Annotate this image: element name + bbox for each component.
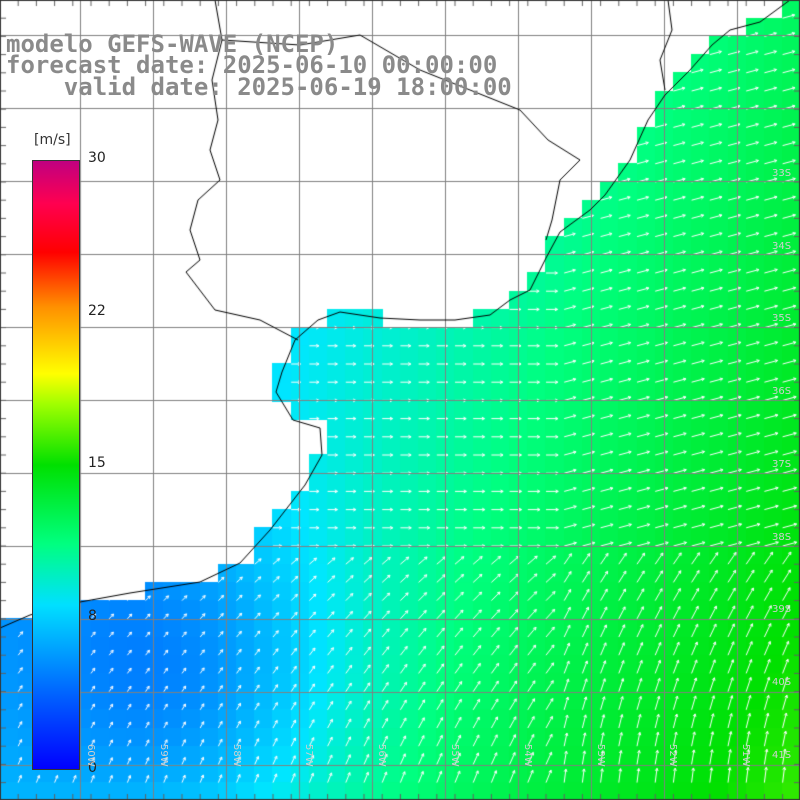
colorbar-units: [m/s] xyxy=(34,132,71,148)
lon-label: 53W xyxy=(595,744,606,767)
lon-label: 59W xyxy=(158,744,169,767)
lat-label: 39S xyxy=(772,604,792,615)
lon-label: 58W xyxy=(231,744,242,767)
lon-label: 60W xyxy=(85,744,96,767)
lon-label: 54W xyxy=(522,744,533,767)
colorbar-tick-30: 30 xyxy=(88,150,106,166)
lat-label: 34S xyxy=(772,241,792,252)
colorbar-tick-8: 8 xyxy=(88,608,97,624)
map-title-valid-date: valid date: 2025-06-19 18:00:00 xyxy=(6,73,512,101)
lat-label: 33S xyxy=(772,168,792,179)
lat-label: 40S xyxy=(772,677,792,688)
lon-label: 55W xyxy=(449,744,460,767)
colorbar xyxy=(32,160,80,770)
lon-label: 56W xyxy=(376,744,387,767)
colorbar-tick-22: 22 xyxy=(88,303,106,319)
lon-label: 52W xyxy=(667,744,678,767)
lat-label: 41S xyxy=(772,750,792,761)
map-title-model: modelo GEFS-WAVE (NCEP) xyxy=(6,30,339,58)
lon-label: 57W xyxy=(303,744,314,767)
colorbar-tick-15: 15 xyxy=(88,455,106,471)
lat-label: 37S xyxy=(772,459,792,470)
lat-label: 35S xyxy=(772,313,792,324)
lon-label: 51W xyxy=(740,744,751,767)
map-title-forecast-date: forecast date: 2025-06-10 00:00:00 xyxy=(6,51,498,79)
lat-label: 36S xyxy=(772,386,792,397)
colorbar-tick-0: 0 xyxy=(88,760,97,776)
lat-label: 38S xyxy=(772,532,792,543)
